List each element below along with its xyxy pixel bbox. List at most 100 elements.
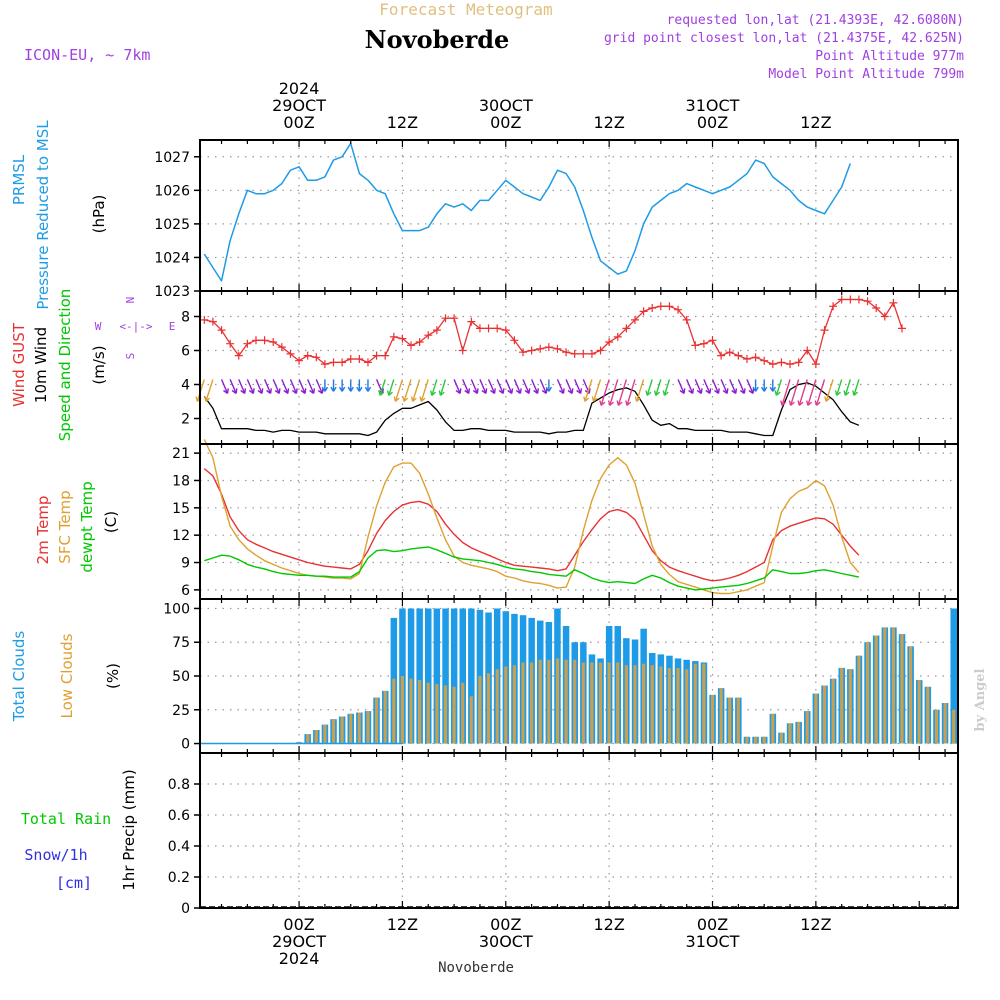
- wind-arrow: [439, 379, 447, 396]
- gust-marker: [811, 360, 820, 369]
- ytick-label-temperature: 6: [181, 583, 190, 599]
- low-cloud-bar: [461, 682, 465, 744]
- top-time-label: 00Z: [490, 113, 521, 132]
- low-cloud-bar: [383, 690, 387, 744]
- ytick-label-precip: 0.6: [168, 808, 190, 824]
- wind-arrow: [703, 379, 711, 394]
- precip-ylabel: 1hr Precip (mm): [120, 769, 138, 890]
- wind-arrow: [307, 379, 315, 394]
- wind-arrow: [798, 379, 808, 406]
- wind-arrow-head: [507, 388, 514, 394]
- temp-title-2: SFC Temp: [56, 490, 74, 563]
- low-cloud-bar: [409, 678, 413, 744]
- low-cloud-bar: [659, 666, 663, 744]
- wind-arrow: [539, 379, 547, 394]
- gust-marker: [742, 355, 751, 363]
- gust-marker: [587, 349, 596, 358]
- ytick-label-wind: 6: [181, 344, 190, 360]
- low-cloud-bar: [400, 676, 404, 744]
- wind-arrow: [479, 379, 487, 394]
- low-cloud-bar: [478, 676, 482, 744]
- low-cloud-bar: [693, 663, 697, 744]
- gust-marker: [251, 336, 260, 345]
- ytick-label-wind: 8: [181, 310, 190, 326]
- ytick-label-pressure: 1026: [154, 183, 190, 199]
- low-cloud-bar: [745, 736, 749, 744]
- top-time-label: 2024: [279, 79, 320, 98]
- wind-arrow-head: [625, 400, 632, 406]
- compass-e: E: [169, 320, 176, 333]
- low-cloud-bar: [917, 680, 921, 744]
- wind-arrow: [574, 379, 582, 394]
- gust-marker: [889, 298, 898, 307]
- wind-arrow-head: [843, 390, 850, 396]
- wind-arrow-head: [761, 386, 768, 392]
- wind-arrow: [746, 379, 754, 394]
- pressure-title-2: Pressure Reduced to MSL: [34, 120, 52, 310]
- wind-arrow-head: [788, 400, 795, 406]
- wind-arrow-head: [283, 388, 290, 394]
- low-cloud-bar: [788, 723, 792, 744]
- wind-arrow: [775, 379, 783, 396]
- pressure-title-1: PRMSL: [10, 154, 28, 205]
- gust-marker: [898, 324, 907, 333]
- gridpoint-lonlat: grid point closest lon,lat (21.4375E, 42…: [604, 31, 964, 46]
- bottom-time-label: 31OCT: [686, 932, 740, 951]
- model-altitude: Model Point Altitude 799m: [768, 67, 964, 82]
- wind-arrow: [617, 379, 628, 406]
- wind-arrow-head: [464, 388, 471, 394]
- gust-marker: [674, 305, 683, 314]
- gust-marker: [536, 344, 545, 353]
- wind-arrow: [677, 379, 685, 394]
- low-cloud-bar: [762, 736, 766, 744]
- low-cloud-bar: [486, 673, 491, 744]
- wind-arrow-head: [430, 390, 437, 396]
- wind-arrow: [513, 379, 522, 394]
- ytick-label-precip: 0.2: [168, 870, 190, 886]
- gust-marker: [217, 326, 226, 335]
- wind-arrow-head: [645, 390, 652, 396]
- gust-marker: [829, 302, 838, 311]
- wind-arrow: [462, 379, 470, 394]
- wind-arrow: [496, 379, 504, 394]
- top-time-label: 29OCT: [272, 96, 326, 115]
- low-cloud-bar: [728, 697, 732, 744]
- footer-location: Novoberde: [438, 960, 514, 976]
- gust-marker: [346, 355, 355, 363]
- panel-frame-pressure: [199, 139, 959, 292]
- low-cloud-bar: [900, 634, 904, 744]
- location-title: Novoberde: [365, 25, 510, 54]
- precip-snow-unit: [cm]: [56, 874, 92, 892]
- wind-arrow: [737, 379, 745, 394]
- gust-marker: [363, 358, 372, 367]
- gust-marker: [501, 326, 510, 335]
- wind-arrow-head: [204, 396, 211, 402]
- wind-arrow-head: [616, 400, 623, 406]
- low-cloud-bar: [642, 663, 646, 744]
- panel-frame-wind: [199, 290, 959, 445]
- wind-arrow-head: [824, 396, 831, 402]
- wind-arrow: [272, 379, 280, 394]
- wind-arrow-head: [402, 396, 409, 402]
- wind-arrow: [470, 379, 478, 394]
- ytick-label-temperature: 15: [172, 501, 190, 517]
- credit: by Angel: [973, 668, 988, 731]
- cloud-ylabel: (%): [104, 663, 122, 689]
- gust-marker: [450, 314, 459, 323]
- tsfc-line: [203, 439, 860, 595]
- gust-marker: [475, 324, 484, 333]
- low-cloud-bar: [340, 716, 344, 744]
- gust-marker: [200, 315, 209, 324]
- gust-marker: [303, 351, 312, 360]
- gust-marker: [751, 353, 760, 362]
- gust-marker: [338, 358, 347, 367]
- low-cloud-bar: [883, 627, 887, 744]
- wind-arrow-head: [806, 400, 813, 406]
- wind-ylabel: (m/s): [90, 345, 108, 384]
- wind-arrow-head: [834, 390, 841, 396]
- gust-marker: [381, 351, 390, 360]
- wind-arrow-head: [688, 388, 695, 394]
- wind-arrow: [853, 379, 860, 396]
- wind-arrow: [238, 379, 246, 394]
- low-cloud-bar: [857, 655, 861, 744]
